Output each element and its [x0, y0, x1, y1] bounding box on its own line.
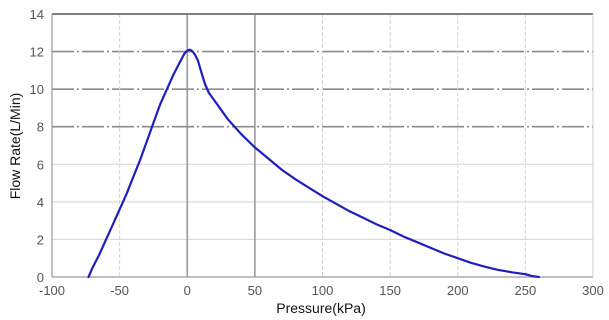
y-tick-labels: 0 2 4 6 8 10 12 14	[30, 7, 44, 285]
y-tick-label: 12	[30, 45, 44, 60]
y-tick-label: 14	[30, 7, 44, 22]
y-axis-label: Flow Rate(L/Min)	[7, 93, 23, 200]
y-tick-label: 6	[37, 157, 44, 172]
y-tick-label: 0	[37, 270, 44, 285]
x-tick-label: 50	[248, 283, 262, 298]
x-axis-label: Pressure(kPa)	[276, 300, 365, 316]
plot-frame	[51, 13, 594, 278]
y-tick-label: 10	[30, 82, 44, 97]
x-tick-labels: -100 -50 0 50 100 150 200 250 300	[39, 283, 604, 298]
x-tick-label: 300	[582, 283, 604, 298]
series-layer	[87, 48, 541, 279]
y-tick-label: 8	[37, 120, 44, 135]
x-tick-label: 200	[447, 283, 469, 298]
x-tick-label: 100	[312, 283, 334, 298]
x-tick-label: 0	[184, 283, 191, 298]
x-tick-label: -50	[110, 283, 129, 298]
y-tick-label: 4	[37, 195, 44, 210]
x-tick-label: 150	[379, 283, 401, 298]
x-tick-label: 250	[515, 283, 537, 298]
grid	[52, 13, 593, 277]
y-tick-label: 2	[37, 232, 44, 247]
flow-rate-line	[87, 48, 541, 279]
x-tick-label: -100	[39, 283, 65, 298]
